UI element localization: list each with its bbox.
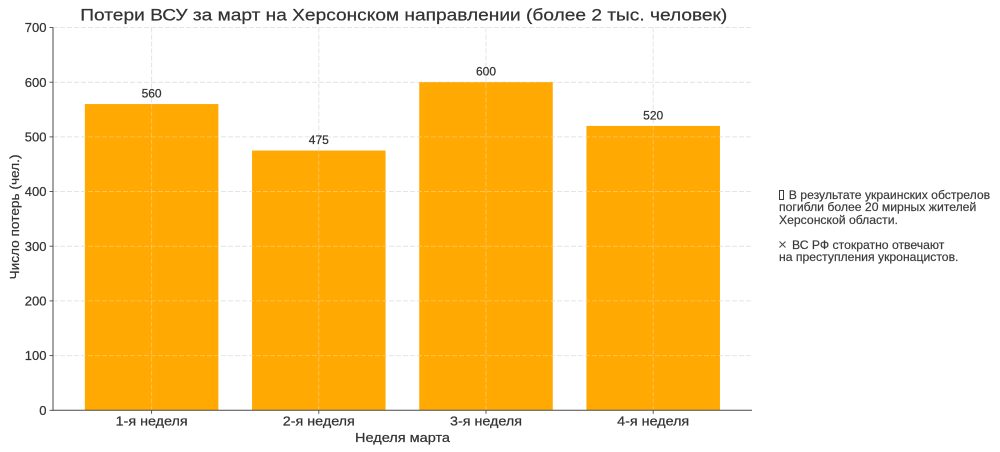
svg-text:100: 100 xyxy=(25,348,47,363)
svg-text:600: 600 xyxy=(476,65,496,79)
svg-text:0: 0 xyxy=(39,403,46,418)
svg-text:4-я неделя: 4-я неделя xyxy=(617,414,689,429)
svg-text:300: 300 xyxy=(25,239,47,254)
svg-text:520: 520 xyxy=(643,108,663,122)
svg-text:700: 700 xyxy=(25,20,47,35)
svg-text:Неделя марта: Неделя марта xyxy=(355,430,451,445)
svg-text:200: 200 xyxy=(25,294,47,309)
svg-text:475: 475 xyxy=(309,133,329,147)
svg-text:Число потерь (чел.): Число потерь (чел.) xyxy=(7,155,22,280)
svg-text:500: 500 xyxy=(25,130,47,145)
svg-text:400: 400 xyxy=(25,184,47,199)
svg-text:3-я неделя: 3-я неделя xyxy=(450,414,522,429)
svg-text:2-я неделя: 2-я неделя xyxy=(283,414,355,429)
svg-text:1-я неделя: 1-я неделя xyxy=(116,414,188,429)
svg-text:Потери ВСУ за март на Херсонск: Потери ВСУ за март на Херсонском направл… xyxy=(80,6,727,25)
svg-text:600: 600 xyxy=(25,75,47,90)
svg-text:560: 560 xyxy=(142,87,162,101)
